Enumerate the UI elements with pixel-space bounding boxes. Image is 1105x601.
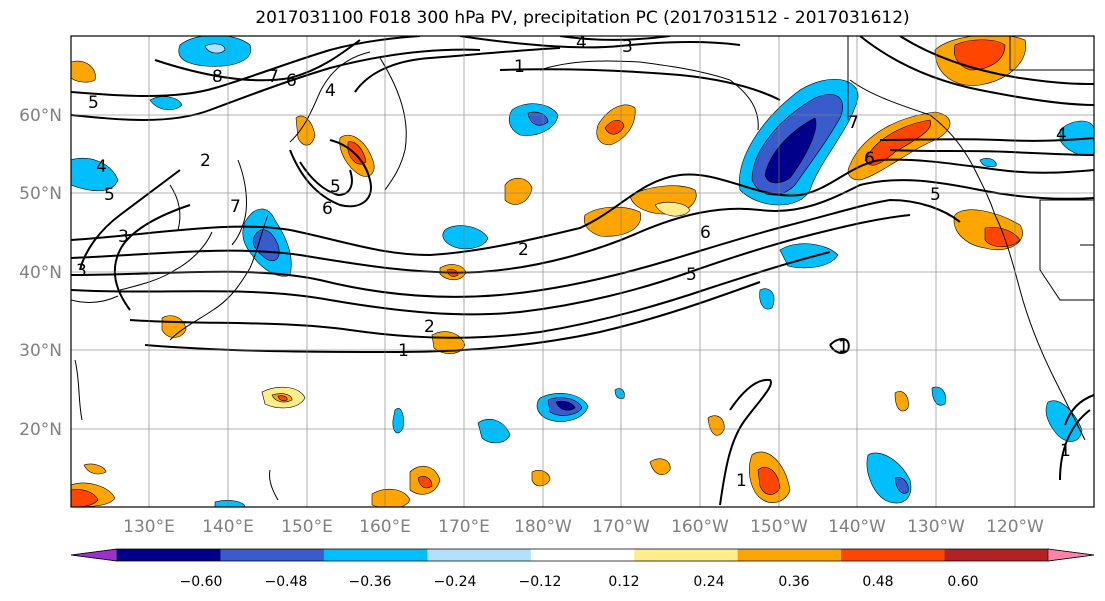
colorbar-segment bbox=[117, 549, 221, 561]
colorbar-segment bbox=[323, 549, 428, 561]
contour-label: 7 bbox=[848, 113, 859, 133]
colorbar-segment bbox=[220, 549, 325, 561]
contour-label: 5 bbox=[330, 177, 341, 197]
contour-label: 6 bbox=[286, 71, 297, 91]
contour-label: 1 bbox=[398, 341, 409, 361]
contour-label: 1 bbox=[736, 471, 747, 491]
colorbar-segments bbox=[70, 548, 1095, 562]
lon-label-180w: 180°W bbox=[514, 517, 572, 537]
lat-label-40n: 40°N bbox=[19, 263, 62, 283]
lat-label-50n: 50°N bbox=[19, 184, 62, 204]
colorbar-segment bbox=[841, 549, 946, 561]
figure-title: 2017031100 F018 300 hPa PV, precipitatio… bbox=[255, 8, 910, 28]
graticule-layer bbox=[71, 36, 1094, 507]
colorbar-tick-label: 0.36 bbox=[778, 574, 809, 590]
lon-label-160w: 160°W bbox=[671, 517, 729, 537]
contour-label: 5 bbox=[104, 185, 115, 205]
contour-label: 3 bbox=[118, 227, 129, 247]
colorbar-outline bbox=[70, 548, 1095, 562]
colorbar-segment bbox=[634, 549, 739, 561]
lon-label-160e: 160°E bbox=[359, 517, 411, 537]
contour-label: 5 bbox=[930, 185, 941, 205]
colorbar-tick-label: 0.48 bbox=[862, 574, 893, 590]
lon-label-140w: 140°W bbox=[828, 517, 886, 537]
map-border bbox=[70, 35, 1095, 508]
latitude-labels: 60°N 50°N 40°N 30°N 20°N bbox=[19, 106, 62, 440]
colorbar-tick-label: −0.24 bbox=[434, 574, 477, 590]
lon-label-150w: 150°W bbox=[750, 517, 808, 537]
colorbar-tick-label: 0.60 bbox=[947, 574, 978, 590]
lat-label-60n: 60°N bbox=[19, 106, 62, 126]
colorbar-arrow-low bbox=[70, 548, 118, 562]
colorbar-tick-label: −0.60 bbox=[180, 574, 223, 590]
lon-label-170e: 170°E bbox=[438, 517, 490, 537]
colorbar-segment bbox=[530, 549, 635, 561]
colorbar-tick-label: −0.12 bbox=[519, 574, 562, 590]
colorbar-arrow-high bbox=[1047, 548, 1095, 562]
lon-label-130e: 130°E bbox=[123, 517, 175, 537]
longitude-labels: 130°E 140°E 150°E 160°E 170°E 180°W 170°… bbox=[123, 517, 1044, 537]
colorbar-tick-label: 0.24 bbox=[693, 574, 724, 590]
contour-label: 1 bbox=[838, 337, 849, 357]
lon-label-170w: 170°W bbox=[592, 517, 650, 537]
colorbar-tick-label: −0.36 bbox=[349, 574, 392, 590]
contour-label: 7 bbox=[230, 197, 241, 217]
lat-label-30n: 30°N bbox=[19, 341, 62, 361]
contour-label: 5 bbox=[686, 265, 697, 285]
contour-label: 7 bbox=[268, 67, 279, 87]
colorbar: −0.60 −0.48 −0.36 −0.24 −0.12 0.12 0.24 … bbox=[70, 548, 1095, 590]
contour-label: 4 bbox=[96, 157, 107, 177]
contour-label: 1 bbox=[1060, 441, 1071, 461]
lat-label-20n: 20°N bbox=[19, 420, 62, 440]
contour-label: 2 bbox=[424, 317, 435, 337]
colorbar-tick-label: −0.48 bbox=[265, 574, 308, 590]
contour-label: 4 bbox=[576, 33, 587, 53]
colorbar-segment bbox=[427, 549, 532, 561]
colorbar-segment bbox=[737, 549, 842, 561]
lon-label-120w: 120°W bbox=[986, 517, 1044, 537]
colorbar-tick-label: 0.12 bbox=[608, 574, 639, 590]
contour-label: 4 bbox=[325, 81, 336, 101]
colorbar-segment bbox=[944, 549, 1049, 561]
pv-contour-layer bbox=[71, 36, 1094, 506]
contour-label: 5 bbox=[88, 93, 99, 113]
contour-label: 6 bbox=[322, 199, 333, 219]
contour-label: 4 bbox=[1056, 125, 1067, 145]
contour-label: 2 bbox=[200, 151, 211, 171]
lon-label-150e: 150°E bbox=[281, 517, 333, 537]
contour-label: 2 bbox=[518, 240, 529, 260]
contour-label: 6 bbox=[700, 223, 711, 243]
contour-label: 3 bbox=[76, 261, 87, 281]
colorbar-tick-labels: −0.60 −0.48 −0.36 −0.24 −0.12 0.12 0.24 … bbox=[180, 574, 979, 590]
contour-label: 8 bbox=[212, 67, 223, 87]
lon-label-130w: 130°W bbox=[907, 517, 965, 537]
contour-label: 6 bbox=[864, 149, 875, 169]
precipitation-fill-layer bbox=[71, 36, 1094, 507]
lon-label-140e: 140°E bbox=[202, 517, 254, 537]
contour-label: 1 bbox=[514, 57, 525, 77]
contour-label: 3 bbox=[622, 37, 633, 57]
contour-label-layer: 8 7 6 5 4 4 3 1 2 1 2 3 5 6 7 5 6 5 4 3 … bbox=[76, 33, 1071, 491]
